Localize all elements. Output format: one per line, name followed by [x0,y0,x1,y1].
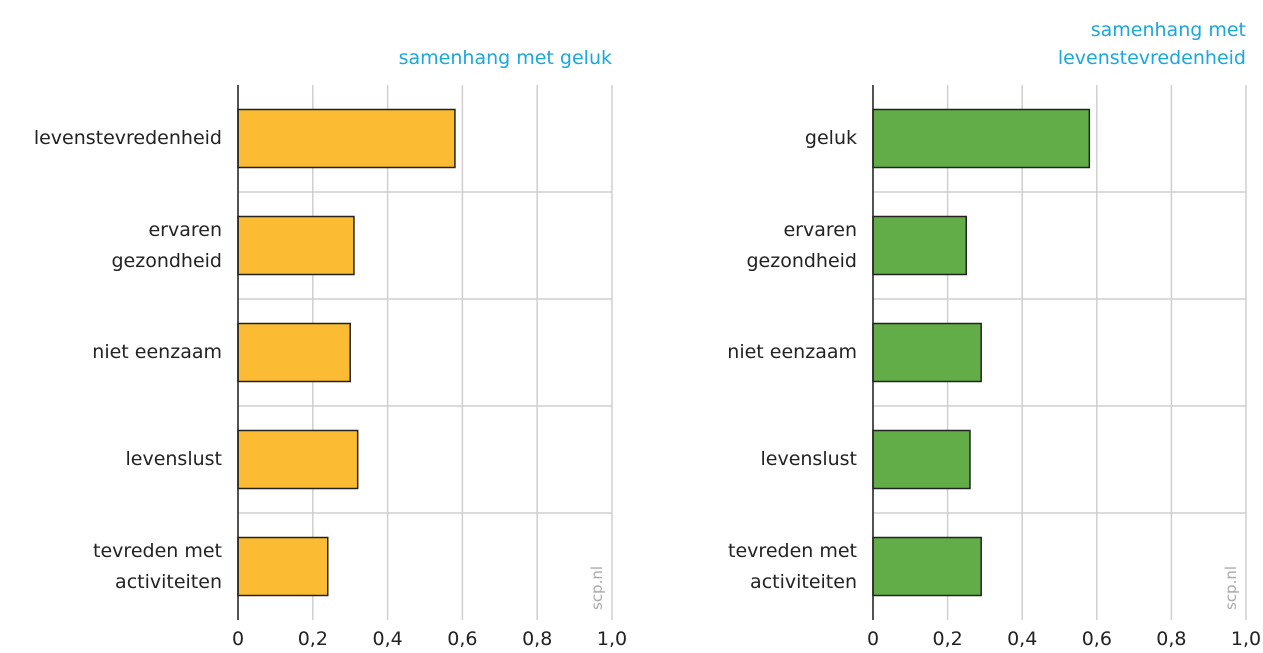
bar [872,429,971,490]
y-tick-label: niet eenzaam [727,341,857,363]
x-tick-label: 0,6 [447,628,478,650]
chart-title: samenhang met geluk [398,47,612,69]
y-tick-label: ervaren gezondheid [111,218,222,272]
bar [237,429,359,490]
y-tick-label: geluk [804,127,857,149]
bar [237,215,355,276]
x-tick-label: 1,0 [1230,628,1262,650]
x-tick-label: 0,6 [1081,628,1112,650]
bar [872,215,967,276]
bar [872,108,1091,169]
watermark: scp.nl [588,565,606,610]
y-tick-label: levenslust [760,448,857,470]
x-tick-label: 0,2 [297,628,328,650]
x-tick-label: 0 [231,628,245,650]
x-tick-label: 0,2 [932,628,963,650]
y-tick-label: niet eenzaam [92,341,222,363]
y-tick-label: levenstevredenheid [33,127,222,149]
chart-title: samenhang met levenstevredenheid [1057,19,1246,69]
x-tick-label: 0,4 [1007,628,1038,650]
bar [237,322,351,383]
bar [237,108,456,169]
x-tick-label: 1,0 [596,628,628,650]
bar [237,536,329,597]
x-tick-label: 0,8 [522,628,553,650]
y-tick-label: levenslust [125,448,222,470]
x-tick-label: 0,8 [1156,628,1187,650]
x-tick-label: 0,4 [372,628,403,650]
y-tick-label: tevreden met activiteiten [728,539,857,593]
y-tick-label: tevreden met activiteiten [93,539,222,593]
bar [872,536,982,597]
y-tick-label: ervaren gezondheid [746,218,857,272]
bar [872,322,982,383]
x-tick-label: 0 [866,628,880,650]
watermark: scp.nl [1222,565,1240,610]
